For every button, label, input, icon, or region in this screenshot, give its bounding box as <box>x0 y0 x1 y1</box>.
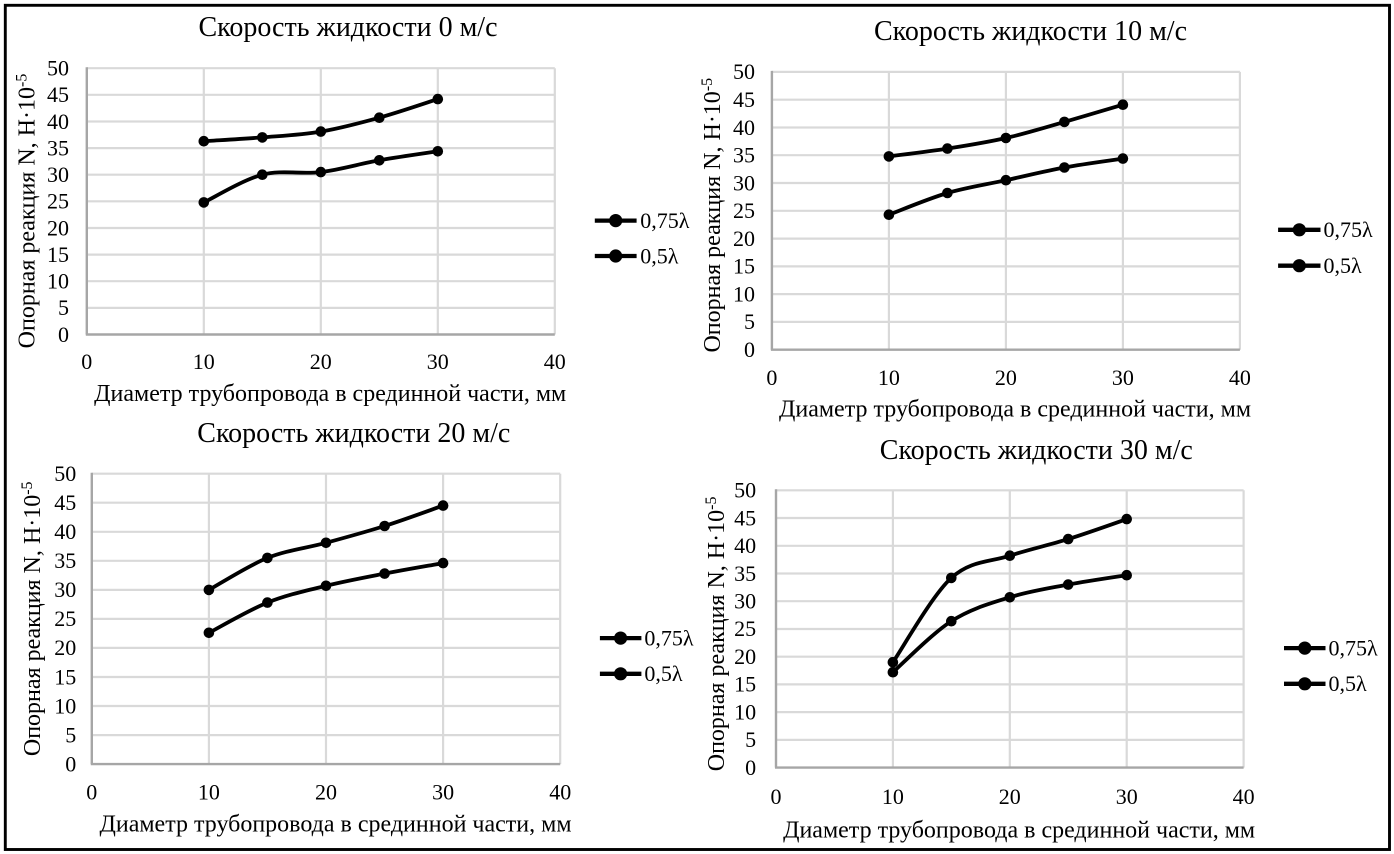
svg-text:15: 15 <box>54 664 76 689</box>
svg-text:5: 5 <box>58 295 69 320</box>
svg-text:40: 40 <box>1229 365 1251 390</box>
svg-text:50: 50 <box>734 478 756 503</box>
svg-text:0,5λ: 0,5λ <box>644 661 683 686</box>
svg-text:30: 30 <box>1112 365 1134 390</box>
svg-text:0: 0 <box>744 337 755 362</box>
svg-text:10: 10 <box>882 784 904 809</box>
svg-text:45: 45 <box>47 82 69 107</box>
svg-text:0: 0 <box>771 784 782 809</box>
svg-text:Диаметр трубопровода в срединн: Диаметр трубопровода в срединной части, … <box>99 812 571 838</box>
svg-text:40: 40 <box>549 780 571 805</box>
svg-text:30: 30 <box>733 170 755 195</box>
svg-text:35: 35 <box>733 143 755 168</box>
svg-text:0: 0 <box>86 780 97 805</box>
svg-text:Диаметр трубопровода в срединн: Диаметр трубопровода в срединной части, … <box>94 381 566 407</box>
svg-text:Скорость жидкости 10 м/с: Скорость жидкости 10 м/с <box>874 16 1187 47</box>
svg-text:Диаметр трубопровода в срединн: Диаметр трубопровода в срединной части, … <box>783 818 1255 844</box>
svg-text:0,75λ: 0,75λ <box>644 625 694 650</box>
svg-text:0: 0 <box>766 365 777 390</box>
svg-text:20: 20 <box>47 215 69 240</box>
svg-text:10: 10 <box>198 780 220 805</box>
svg-text:40: 40 <box>544 349 566 374</box>
svg-text:35: 35 <box>47 135 69 160</box>
svg-text:30: 30 <box>427 349 449 374</box>
svg-text:40: 40 <box>54 519 76 544</box>
svg-text:0: 0 <box>745 755 756 780</box>
svg-text:40: 40 <box>47 109 69 134</box>
svg-text:35: 35 <box>54 548 76 573</box>
svg-text:0,5λ: 0,5λ <box>1329 671 1368 696</box>
svg-text:0,75λ: 0,75λ <box>640 208 690 233</box>
svg-text:25: 25 <box>734 616 756 641</box>
svg-text:50: 50 <box>54 461 76 486</box>
svg-text:5: 5 <box>745 727 756 752</box>
svg-text:40: 40 <box>733 115 755 140</box>
svg-text:45: 45 <box>54 490 76 515</box>
svg-text:0,5λ: 0,5λ <box>1324 253 1363 278</box>
svg-text:30: 30 <box>47 162 69 187</box>
svg-text:5: 5 <box>65 722 76 747</box>
svg-text:Скорость жидкости 20 м/с: Скорость жидкости 20 м/с <box>197 418 510 449</box>
svg-text:40: 40 <box>1233 784 1255 809</box>
svg-text:30: 30 <box>54 577 76 602</box>
svg-text:25: 25 <box>733 198 755 223</box>
svg-text:Опорная реакция N, Н·10-5: Опорная реакция N, Н·10-5 <box>703 497 730 772</box>
svg-text:20: 20 <box>315 780 337 805</box>
svg-text:5: 5 <box>744 309 755 334</box>
svg-text:20: 20 <box>999 784 1021 809</box>
svg-text:20: 20 <box>54 635 76 660</box>
svg-text:15: 15 <box>734 672 756 697</box>
svg-text:20: 20 <box>734 644 756 669</box>
svg-text:0: 0 <box>65 751 76 776</box>
svg-text:20: 20 <box>995 365 1017 390</box>
svg-text:45: 45 <box>733 87 755 112</box>
svg-text:Скорость жидкости 30 м/с: Скорость жидкости 30 м/с <box>880 435 1193 466</box>
svg-text:0,75λ: 0,75λ <box>1324 217 1374 242</box>
svg-text:0,5λ: 0,5λ <box>640 243 679 268</box>
svg-text:Скорость жидкости 0 м/с: Скорость жидкости 0 м/с <box>198 12 497 43</box>
svg-text:0: 0 <box>81 349 92 374</box>
svg-text:30: 30 <box>1116 784 1138 809</box>
svg-text:15: 15 <box>733 254 755 279</box>
svg-text:10: 10 <box>193 349 215 374</box>
svg-text:25: 25 <box>47 189 69 214</box>
svg-text:15: 15 <box>47 242 69 267</box>
svg-text:0,75λ: 0,75λ <box>1329 635 1379 660</box>
svg-text:45: 45 <box>734 505 756 530</box>
svg-text:30: 30 <box>432 780 454 805</box>
svg-text:Опорная реакция N, Н·10-5: Опорная реакция N, Н·10-5 <box>19 481 46 756</box>
svg-text:10: 10 <box>734 699 756 724</box>
svg-text:25: 25 <box>54 606 76 631</box>
svg-text:10: 10 <box>733 281 755 306</box>
svg-text:50: 50 <box>733 59 755 84</box>
svg-text:30: 30 <box>734 589 756 614</box>
svg-text:Опорная реакция N, Н·10-5: Опорная реакция N, Н·10-5 <box>699 78 726 353</box>
svg-text:0: 0 <box>58 322 69 347</box>
svg-text:10: 10 <box>47 269 69 294</box>
svg-text:35: 35 <box>734 561 756 586</box>
svg-text:40: 40 <box>734 533 756 558</box>
svg-text:20: 20 <box>310 349 332 374</box>
svg-text:10: 10 <box>878 365 900 390</box>
svg-text:20: 20 <box>733 226 755 251</box>
svg-text:10: 10 <box>54 693 76 718</box>
svg-text:50: 50 <box>47 56 69 81</box>
svg-text:Опорная реакция N, Н·10-5: Опорная реакция N, Н·10-5 <box>14 74 41 349</box>
svg-text:Диаметр трубопровода в срединн: Диаметр трубопровода в срединной части, … <box>779 396 1251 422</box>
